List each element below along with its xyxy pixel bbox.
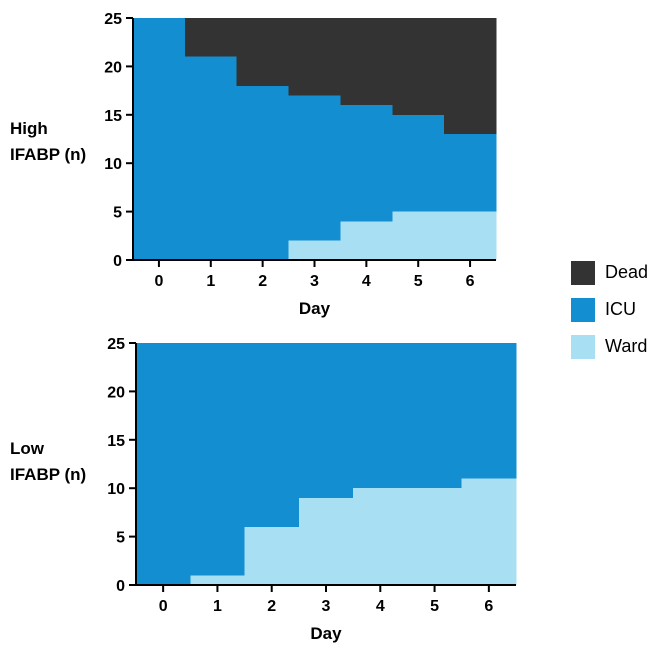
area-low-ward-day-6 (461, 478, 517, 585)
area-low-ward-day-4 (353, 488, 409, 585)
area-high-ward-day-4 (340, 221, 393, 260)
area-low-ward-day-1 (190, 575, 246, 585)
legend-item-ward: Ward (571, 330, 648, 363)
area-high-icu-day-2 (236, 85, 290, 260)
legend-swatch-icu (571, 297, 595, 322)
area-high-icu-day-1 (184, 56, 238, 260)
area-high-icu-day-0 (133, 18, 186, 260)
y-tick-label-high-10: 10 (104, 156, 122, 173)
y-tick-label-low-5: 5 (116, 530, 125, 547)
area-high-ward-day-3 (288, 240, 342, 260)
x-tick-label-low-6: 6 (484, 598, 493, 615)
area-high-ward-day-6 (444, 211, 497, 260)
y-axis-label-low: Low IFABP (n) (10, 436, 86, 488)
y-tick-label-high-15: 15 (104, 108, 122, 125)
area-low-icu-day-5 (407, 343, 463, 489)
legend-swatch-dead (571, 260, 595, 285)
y-axis-label-high-line2: IFABP (n) (10, 145, 87, 164)
legend: Dead ICU Ward (571, 256, 648, 367)
area-low-ward-day-5 (407, 488, 463, 585)
y-axis-label-high: High IFABP (n) (10, 116, 86, 168)
area-high-dead-day-4 (340, 18, 393, 106)
area-low-icu-day-2 (244, 343, 300, 527)
area-low-ward-day-2 (244, 526, 300, 585)
area-low-icu-day-4 (353, 343, 409, 489)
y-tick-label-low-0: 0 (116, 578, 125, 595)
x-tick-label-high-1: 1 (206, 273, 215, 290)
x-tick-label-low-1: 1 (213, 598, 222, 615)
y-axis-label-high-line1: High (10, 119, 48, 138)
y-axis-label-low-line1: Low (10, 439, 44, 458)
y-tick-label-high-0: 0 (113, 253, 122, 270)
x-tick-label-low-4: 4 (376, 598, 385, 615)
x-tick-label-high-0: 0 (154, 273, 163, 290)
x-tick-label-low-5: 5 (430, 598, 439, 615)
area-high-ward-day-5 (392, 211, 445, 260)
area-low-icu-day-1 (190, 343, 246, 576)
y-tick-label-high-5: 5 (113, 205, 122, 222)
legend-label-icu: ICU (605, 299, 636, 319)
area-high-dead-day-6 (444, 18, 497, 135)
x-axis-label-high: Day (299, 299, 331, 318)
area-high-icu-day-5 (392, 114, 445, 212)
y-tick-label-high-25: 25 (104, 11, 122, 28)
x-tick-label-low-2: 2 (267, 598, 276, 615)
legend-item-icu: ICU (571, 293, 648, 326)
area-high-dead-day-1 (184, 18, 238, 57)
x-tick-label-high-6: 6 (466, 273, 475, 290)
area-high-icu-day-6 (444, 134, 497, 212)
x-tick-label-high-5: 5 (414, 273, 423, 290)
area-high-dead-day-5 (392, 18, 445, 115)
y-tick-label-low-10: 10 (107, 481, 125, 498)
area-high-dead-day-2 (236, 18, 290, 86)
area-low-icu-day-6 (461, 343, 517, 479)
x-tick-label-high-2: 2 (258, 273, 267, 290)
area-high-dead-day-3 (288, 18, 342, 96)
y-tick-label-low-20: 20 (107, 384, 125, 401)
area-high-icu-day-4 (340, 105, 393, 222)
x-tick-label-high-3: 3 (310, 273, 319, 290)
x-tick-label-low-3: 3 (322, 598, 331, 615)
x-tick-label-low-0: 0 (159, 598, 168, 615)
area-low-icu-day-3 (298, 343, 354, 498)
legend-swatch-ward (571, 334, 595, 359)
y-axis-label-low-line2: IFABP (n) (10, 465, 87, 484)
area-low-ward-day-3 (298, 497, 354, 585)
legend-label-ward: Ward (605, 336, 648, 356)
x-tick-label-high-4: 4 (362, 273, 371, 290)
y-tick-label-high-20: 20 (104, 59, 122, 76)
y-tick-label-low-15: 15 (107, 433, 125, 450)
legend-item-dead: Dead (571, 256, 648, 289)
area-low-icu-day-0 (136, 343, 191, 585)
x-axis-label-low: Day (310, 624, 342, 643)
y-tick-label-low-25: 25 (107, 336, 125, 353)
area-high-icu-day-3 (288, 95, 342, 241)
legend-label-dead: Dead (605, 262, 648, 282)
